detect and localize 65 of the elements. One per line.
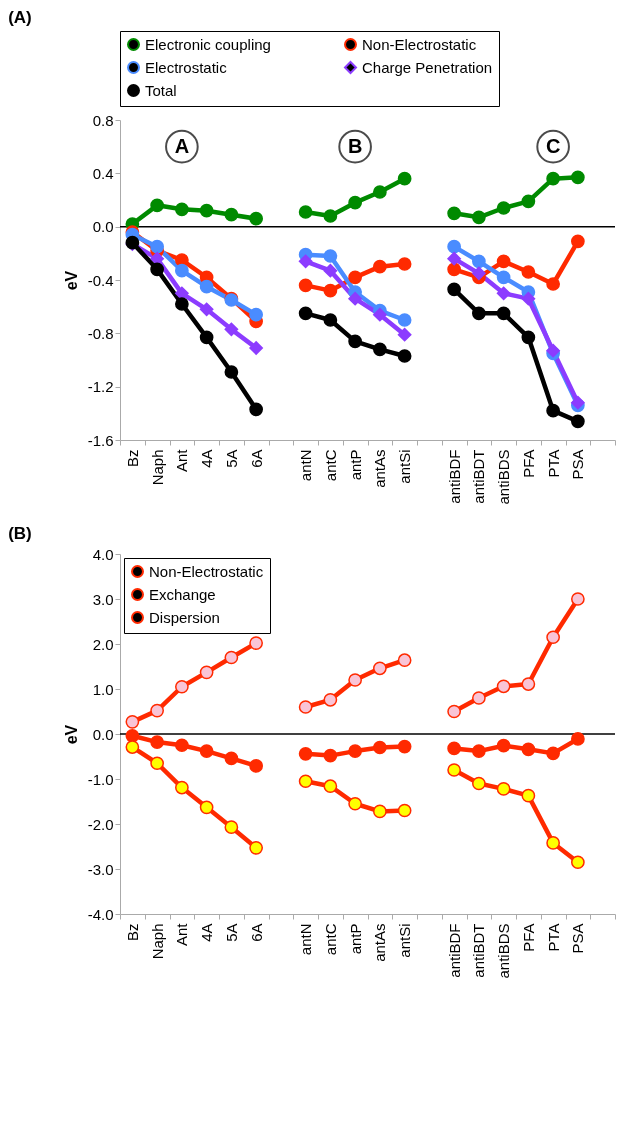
x-tick-label: antP (346, 449, 364, 481)
x-tick-label: antC (321, 449, 339, 482)
x-tick-label: PTA (544, 923, 562, 952)
y-tick-label: 3.0 (92, 590, 114, 608)
legend-label: Charge Penetration (362, 58, 493, 76)
x-tick-label: Ant (173, 922, 191, 947)
annotation: B (347, 134, 363, 157)
x-tick-label: antiBDT (470, 449, 488, 504)
y-axis-title: eV (62, 270, 80, 291)
x-tick-label: antC (321, 923, 339, 956)
x-tick-label: antN (297, 449, 315, 482)
x-tick-label: antSi (396, 449, 414, 484)
annotation: C (545, 134, 561, 157)
legend-label: Dispersion (149, 608, 220, 626)
y-tick-label: 2.0 (92, 635, 114, 653)
x-tick-label: 4A (198, 923, 216, 942)
x-tick-label: PTA (544, 449, 562, 478)
x-tick-label: antiBDS (495, 449, 513, 505)
y-tick-label: 4.0 (92, 545, 114, 563)
legend-label: Total (145, 81, 177, 99)
legend-label: Non-Electrostatic (149, 562, 264, 580)
x-tick-label: PFA (519, 923, 537, 952)
x-tick-label: PSA (569, 449, 587, 480)
x-tick-label: 6A (247, 449, 265, 468)
legend-label: Non-Electrostatic (362, 35, 477, 53)
legend-label: Exchange (149, 585, 216, 603)
y-tick-label: -2.0 (87, 815, 114, 833)
y-axis-title: eV (62, 724, 80, 745)
x-tick-label: antSi (396, 923, 414, 958)
x-tick-label: 5A (222, 923, 240, 942)
legend-label: Electronic coupling (145, 35, 271, 53)
y-tick-label: 0.0 (92, 725, 114, 743)
x-tick-label: antiBDF (445, 923, 463, 978)
y-tick-label: -0.8 (87, 324, 114, 342)
y-tick-label: -4.0 (87, 905, 114, 923)
legend-label: Electrostatic (145, 58, 228, 76)
y-tick-label: -1.6 (87, 431, 114, 449)
x-tick-label: antAs (371, 449, 389, 488)
x-tick-label: Naph (148, 449, 166, 486)
y-tick-label: 1.0 (92, 680, 114, 698)
x-tick-label: PSA (569, 923, 587, 954)
x-tick-label: Ant (173, 448, 191, 473)
y-tick-label: 0.0 (92, 218, 114, 236)
x-tick-label: antiBDT (470, 923, 488, 978)
x-tick-label: antAs (371, 923, 389, 962)
x-tick-label: antN (297, 923, 315, 956)
y-tick-label: -0.4 (87, 271, 114, 289)
x-tick-label: antiBDS (495, 923, 513, 979)
x-tick-label: antP (346, 923, 364, 955)
x-tick-label: 5A (222, 449, 240, 468)
x-tick-label: PFA (519, 449, 537, 478)
x-tick-label: Bz (123, 449, 141, 468)
y-tick-label: -3.0 (87, 860, 114, 878)
x-tick-label: Bz (123, 923, 141, 942)
y-tick-label: -1.0 (87, 770, 114, 788)
y-tick-label: 0.8 (92, 111, 114, 129)
annotation: A (174, 134, 190, 157)
chart-title: (B) (8, 524, 32, 543)
y-tick-label: 0.4 (92, 164, 114, 182)
x-tick-label: Naph (148, 923, 166, 960)
x-tick-label: 4A (198, 449, 216, 468)
chart-title: (A) (8, 7, 32, 27)
y-tick-label: -1.2 (87, 378, 114, 396)
x-tick-label: 6A (247, 923, 265, 942)
x-tick-label: antiBDF (445, 449, 463, 504)
